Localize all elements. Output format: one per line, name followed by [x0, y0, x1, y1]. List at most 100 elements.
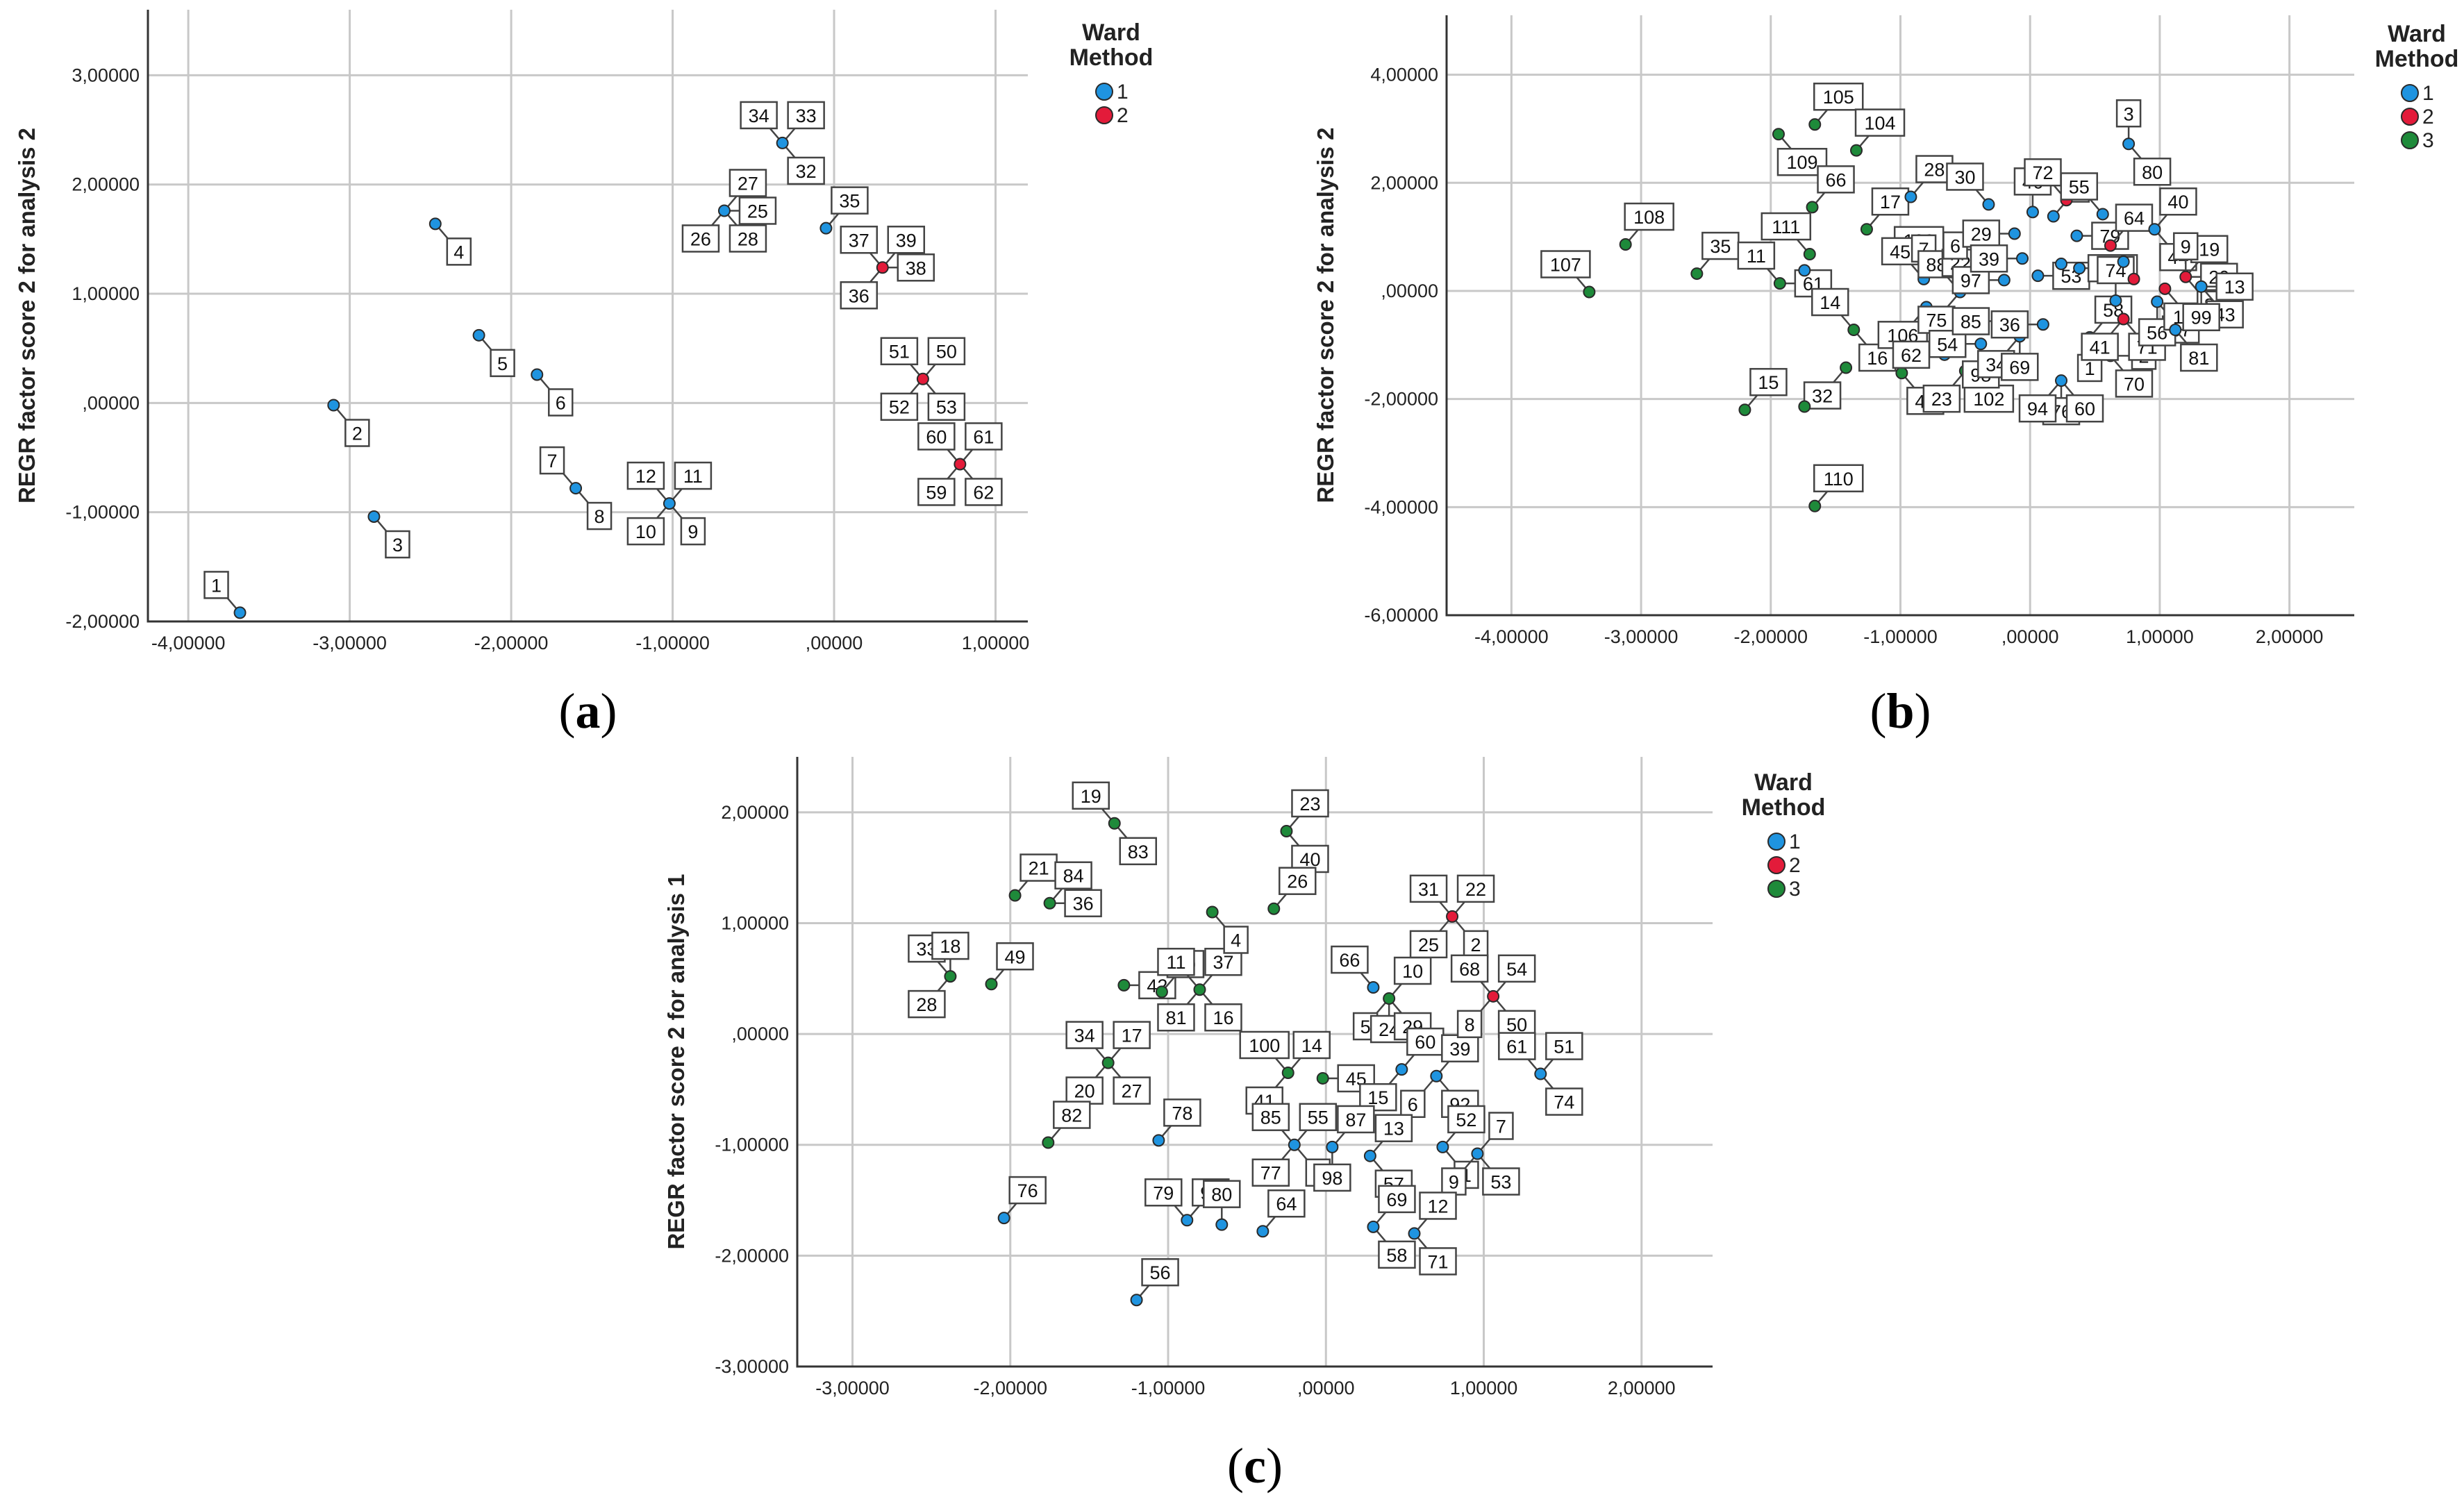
point-label: 2 — [352, 424, 363, 444]
point-label-box — [1378, 1240, 1416, 1269]
point-label-box — [1441, 1034, 1479, 1063]
point-label: 71 — [1427, 1251, 1448, 1272]
point-label: 3 — [392, 535, 403, 555]
data-point-cluster-1 — [2036, 318, 2049, 331]
point-label: 62 — [973, 482, 994, 503]
point-label-box — [1990, 310, 2029, 339]
legend-entry-label: 1 — [1117, 81, 1129, 103]
point-label-box — [1447, 1105, 1485, 1134]
point-label-box — [1540, 250, 1591, 278]
point-label: 61 — [973, 426, 994, 447]
point-label-box — [586, 501, 613, 530]
y-tick-label: ,00000 — [731, 1023, 789, 1044]
point-label-box — [1498, 1032, 1536, 1060]
point-label-box — [2060, 172, 2099, 201]
point-label-box — [1065, 1021, 1104, 1049]
point-label: 79 — [1153, 1183, 1174, 1203]
point-label: 66 — [1826, 169, 1847, 190]
data-point-cluster-1 — [1288, 1138, 1301, 1151]
data-point-cluster-1 — [2096, 208, 2109, 221]
point-label: 58 — [1386, 1245, 1407, 1266]
y-tick-label: 2,00000 — [72, 174, 140, 195]
point-label-box — [2115, 99, 2142, 128]
data-point-cluster-1 — [1367, 981, 1380, 994]
point-label: 8 — [1465, 1014, 1475, 1035]
data-point-cluster-3 — [1193, 983, 1206, 996]
axis-frame — [147, 10, 1028, 623]
legend-title: Ward — [1082, 19, 1140, 46]
point-label-box — [1482, 1167, 1520, 1196]
data-point-cluster-3 — [1773, 277, 1786, 290]
data-point-cluster-1 — [776, 136, 789, 149]
data-point-cluster-1 — [2055, 374, 2068, 387]
point-label-box — [887, 226, 926, 254]
point-label-box — [446, 237, 472, 266]
point-label: 52 — [1456, 1110, 1476, 1130]
point-label-box — [1419, 1192, 1457, 1220]
scatter-panel-c: -3,00000 -2,00000 -1,00000,00000 1,00000 2,0… — [663, 757, 1825, 1494]
legend-title: Ward — [2388, 21, 2446, 47]
data-point-cluster-1 — [819, 222, 833, 235]
x-tick-label: -2,00000 — [474, 633, 549, 653]
point-label: 40 — [1299, 849, 1320, 870]
point-label-box — [1204, 1003, 1242, 1032]
point-label-box — [840, 226, 879, 254]
point-label: 27 — [738, 173, 758, 194]
point-label: 81 — [2188, 348, 2209, 369]
point-label-box — [1239, 1030, 1290, 1060]
point-label: 81 — [1165, 1008, 1186, 1028]
data-point-cluster-2 — [2117, 312, 2130, 326]
point-label: 50 — [1506, 1014, 1527, 1035]
point-label: 76 — [1017, 1180, 1038, 1201]
y-tick-label: 2,00000 — [1370, 172, 1438, 193]
point-label-box — [831, 186, 869, 215]
point-label: 2 — [1471, 935, 1481, 955]
point-label: 16 — [1213, 1008, 1233, 1028]
y-tick-label: 2,00000 — [721, 802, 789, 823]
x-tick-label: -1,00000 — [1863, 626, 1938, 647]
x-tick-label: -3,00000 — [815, 1378, 890, 1398]
point-label-box — [203, 571, 229, 599]
data-point-cluster-2 — [2104, 239, 2117, 252]
point-label-box — [1871, 187, 1910, 216]
point-label: 66 — [1339, 950, 1360, 971]
point-label-box — [1951, 307, 1990, 335]
data-point-cluster-1 — [569, 482, 583, 495]
point-label-box — [1157, 1003, 1195, 1032]
legend-entry-label: 3 — [1789, 878, 1801, 901]
point-label: 21 — [1029, 858, 1049, 879]
point-label-box — [2001, 353, 2039, 381]
x-tick-label: ,00000 — [1297, 1378, 1355, 1398]
point-label-box — [1400, 1089, 1426, 1119]
data-point-cluster-3 — [1101, 1056, 1115, 1069]
data-point-cluster-3 — [1267, 902, 1281, 915]
point-label: 53 — [936, 397, 957, 418]
point-label-box — [2159, 187, 2197, 216]
point-label: 26 — [690, 228, 711, 249]
data-point-cluster-1 — [428, 217, 442, 231]
point-label: 39 — [1449, 1039, 1470, 1060]
point-label: 74 — [1554, 1092, 1574, 1113]
point-label-box — [1456, 874, 1495, 903]
data-point-cluster-3 — [1850, 144, 1863, 157]
data-point-cluster-3 — [1117, 978, 1131, 992]
point-label-box — [965, 422, 1003, 451]
data-point-cluster-3 — [1738, 403, 1751, 417]
point-label: 72 — [2032, 162, 2053, 183]
point-label: 31 — [1418, 879, 1439, 900]
data-point-cluster-2 — [2127, 272, 2140, 285]
point-label-box — [681, 224, 720, 253]
point-label: 55 — [1308, 1108, 1329, 1128]
data-point-cluster-2 — [2158, 282, 2172, 295]
point-label-box — [2180, 343, 2218, 372]
point-label-box — [1463, 930, 1489, 959]
x-tick-label: -4,00000 — [151, 633, 226, 653]
point-label: 17 — [1122, 1026, 1142, 1046]
data-point-cluster-3 — [1847, 324, 1861, 337]
x-tick-label: -2,00000 — [973, 1378, 1047, 1398]
axis-frame — [796, 757, 1713, 1368]
data-point-cluster-1 — [1471, 1147, 1484, 1160]
point-label: 11 — [1747, 246, 1766, 267]
y-tick-label: -6,00000 — [1364, 605, 1438, 626]
